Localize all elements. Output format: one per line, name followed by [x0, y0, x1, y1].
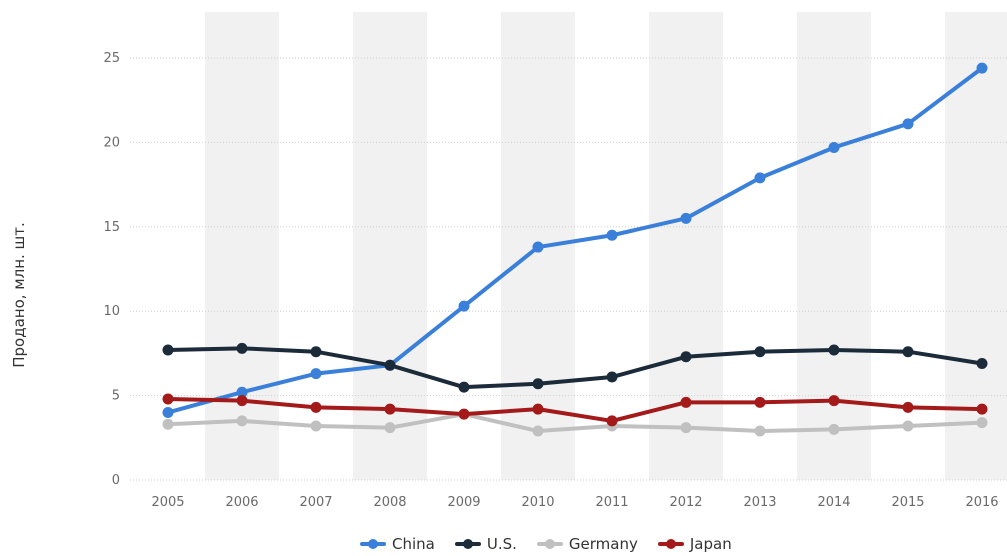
- series-line: [166, 412, 984, 434]
- y-tick-label: 15: [103, 220, 120, 235]
- series-us: [162, 342, 988, 393]
- x-tick-label: 2014: [817, 495, 850, 510]
- data-point: [680, 422, 692, 434]
- data-point: [458, 300, 470, 312]
- data-point: [310, 420, 322, 432]
- data-point: [680, 212, 692, 224]
- series-line: [166, 396, 984, 423]
- series-line: [166, 66, 984, 415]
- y-axis-label: Продано, млн. шт.: [10, 222, 28, 368]
- legend-label: U.S.: [486, 535, 517, 553]
- y-tick-label: 10: [103, 304, 120, 319]
- series-china: [162, 62, 988, 418]
- legend-label: Japan: [689, 535, 732, 553]
- data-point: [902, 118, 914, 130]
- data-point: [384, 359, 396, 371]
- data-point: [828, 423, 840, 435]
- data-point: [236, 386, 248, 398]
- column-band: [353, 12, 427, 480]
- data-point: [680, 396, 692, 408]
- data-point: [236, 395, 248, 407]
- column-band: [797, 12, 871, 480]
- data-point: [236, 342, 248, 354]
- data-point: [976, 62, 988, 74]
- legend-item[interactable]: China: [360, 535, 435, 553]
- data-point: [162, 393, 174, 405]
- data-point: [828, 344, 840, 356]
- data-point: [162, 344, 174, 356]
- data-point: [310, 346, 322, 358]
- alternating-column-bands: [205, 12, 1007, 480]
- series-lines: [162, 62, 988, 437]
- data-point: [976, 417, 988, 429]
- data-point: [532, 425, 544, 437]
- data-point: [310, 368, 322, 380]
- data-point: [902, 420, 914, 432]
- legend-swatch: [657, 539, 684, 549]
- data-point: [606, 229, 618, 241]
- x-tick-label: 2012: [669, 495, 702, 510]
- y-axis-ticks: 0 5 10 15 20 25: [103, 51, 120, 488]
- y-tick-label: 5: [112, 389, 120, 404]
- data-point: [902, 401, 914, 413]
- data-point: [754, 346, 766, 358]
- legend-swatch: [360, 539, 386, 549]
- data-point: [162, 418, 174, 430]
- data-point: [754, 425, 766, 437]
- legend-item[interactable]: U.S.: [454, 535, 517, 553]
- legend-item[interactable]: Japan: [657, 535, 732, 553]
- series-germany: [162, 408, 988, 437]
- column-band: [205, 12, 279, 480]
- data-point: [976, 358, 988, 370]
- legend-swatch: [536, 539, 563, 549]
- data-point: [680, 351, 692, 363]
- data-point: [236, 415, 248, 427]
- legend-swatch: [454, 539, 481, 549]
- x-tick-label: 2009: [447, 495, 480, 510]
- data-point: [310, 401, 322, 413]
- x-tick-label: 2016: [965, 495, 998, 510]
- data-point: [532, 403, 544, 415]
- x-tick-label: 2013: [743, 495, 776, 510]
- x-tick-label: 2010: [521, 495, 554, 510]
- x-tick-label: 2011: [595, 495, 628, 510]
- data-point: [754, 396, 766, 408]
- series-line: [166, 346, 984, 390]
- x-tick-label: 2007: [299, 495, 332, 510]
- legend: China U.S. Germany Japan: [360, 535, 732, 553]
- data-point: [458, 381, 470, 393]
- data-point: [384, 422, 396, 434]
- data-point: [902, 346, 914, 358]
- data-point: [606, 371, 618, 383]
- data-point: [532, 378, 544, 390]
- data-point: [754, 172, 766, 184]
- legend-item[interactable]: Germany: [536, 535, 638, 553]
- data-point: [384, 403, 396, 415]
- y-tick-label: 25: [103, 51, 120, 66]
- legend-label: China: [392, 535, 435, 553]
- data-point: [458, 408, 470, 420]
- data-point: [828, 141, 840, 153]
- x-tick-label: 2008: [373, 495, 406, 510]
- y-tick-label: 20: [103, 135, 120, 150]
- data-point: [606, 415, 618, 427]
- legend-label: Germany: [568, 535, 638, 553]
- x-tick-label: 2015: [891, 495, 924, 510]
- series-japan: [162, 393, 988, 427]
- x-axis-ticks: 2005 2006 2007 2008 2009 2010 2011 2012 2013 2014…: [151, 495, 998, 510]
- horizontal-gridlines: [130, 57, 1007, 481]
- data-point: [162, 406, 174, 418]
- data-point: [828, 395, 840, 407]
- y-tick-label: 0: [112, 473, 120, 488]
- data-point: [532, 241, 544, 253]
- x-tick-label: 2005: [151, 495, 184, 510]
- data-point: [976, 403, 988, 415]
- x-tick-label: 2006: [225, 495, 258, 510]
